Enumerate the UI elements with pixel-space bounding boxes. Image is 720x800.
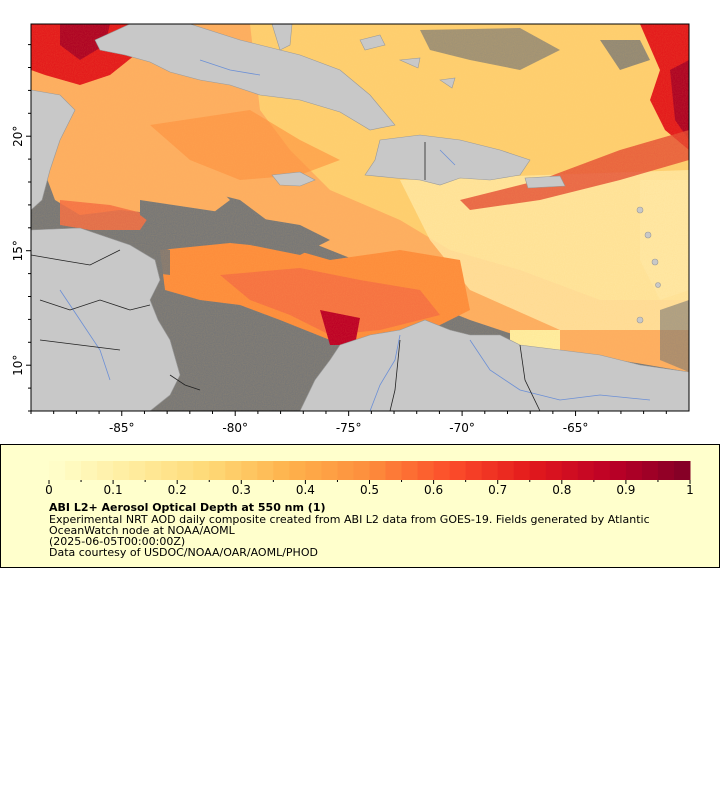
land-yucatan bbox=[31, 89, 76, 211]
colorbar-swatch bbox=[241, 461, 258, 480]
land-south-america bbox=[299, 319, 689, 411]
axis-ticks: -85° -80° -75° -70° -65° 20° 15° 10° bbox=[11, 44, 667, 435]
colorbar-swatch bbox=[401, 461, 419, 480]
colorbar-swatch bbox=[433, 461, 451, 480]
borders bbox=[31, 142, 541, 411]
colorbar-swatch bbox=[49, 461, 66, 480]
colorbar-tick-label: 0.4 bbox=[296, 483, 315, 497]
colorbar-swatch bbox=[273, 461, 290, 480]
colorbar-swatch bbox=[353, 461, 370, 480]
colorbar-swatch bbox=[545, 461, 563, 480]
colorbar-swatch bbox=[81, 461, 98, 480]
legend-panel: 0 0.1 0.2 0.3 0.4 0.5 0.6 0.7 0.8 0.9 1 ABI L2+ Ae… bbox=[0, 444, 720, 568]
colorbar: 0 0.1 0.2 0.3 0.4 0.5 0.6 0.7 0.8 0.9 1 bbox=[45, 461, 694, 497]
y-tick-label: 10° bbox=[11, 355, 25, 376]
colorbar-swatch bbox=[209, 461, 226, 480]
colorbar-tick-label: 0 bbox=[45, 483, 53, 497]
colorbar-tick-label: 0.1 bbox=[104, 483, 123, 497]
colorbar-swatch bbox=[641, 461, 659, 480]
x-tick-label: -75° bbox=[336, 421, 362, 435]
colorbar-tick-label: 0.8 bbox=[552, 483, 571, 497]
colorbar-swatch bbox=[577, 461, 595, 480]
y-tick-label: 15° bbox=[11, 240, 25, 261]
colorbar-swatch bbox=[321, 461, 338, 480]
colorbar-tick-label: 0.5 bbox=[360, 483, 379, 497]
colorbar-swatch bbox=[497, 461, 515, 480]
colorbar-swatch bbox=[513, 461, 531, 480]
land-puerto-rico bbox=[524, 175, 566, 189]
colorbar-swatch bbox=[465, 461, 483, 480]
land-hispaniola bbox=[364, 134, 531, 186]
x-tick-label: -85° bbox=[109, 421, 135, 435]
colorbar-swatch bbox=[529, 461, 547, 480]
colorbar-swatch bbox=[337, 461, 354, 480]
colorbar-swatch bbox=[225, 461, 242, 480]
colorbar-swatch bbox=[449, 461, 467, 480]
x-tick-label: -70° bbox=[449, 421, 475, 435]
land-florida bbox=[271, 24, 293, 51]
colorbar-swatch bbox=[657, 461, 675, 480]
colorbar-swatch bbox=[177, 461, 194, 480]
colorbar-swatch bbox=[193, 461, 210, 480]
colorbar-swatch bbox=[289, 461, 306, 480]
colorbar-tick-label: 1 bbox=[686, 483, 694, 497]
map-panel: -85° -80° -75° -70° -65° 20° 15° 10° bbox=[11, 23, 690, 435]
colorbar-tick-label: 0.2 bbox=[168, 483, 187, 497]
colorbar-swatch bbox=[113, 461, 130, 480]
colorbar-swatch bbox=[145, 461, 162, 480]
colorbar-swatch bbox=[481, 461, 499, 480]
colorbar-swatch bbox=[625, 461, 643, 480]
colorbar-tick-label: 0.3 bbox=[232, 483, 251, 497]
legend-date: (2025-06-05T00:00:00Z) bbox=[49, 535, 186, 548]
colorbar-swatch bbox=[561, 461, 579, 480]
legend-credit: Data courtesy of USDOC/NOAA/OAR/AOML/PHO… bbox=[49, 546, 318, 559]
land-cuba bbox=[94, 24, 396, 131]
land-central-america bbox=[31, 227, 181, 411]
y-tick-label: 20° bbox=[11, 126, 25, 147]
colorbar-tick-label: 0.7 bbox=[488, 483, 507, 497]
colorbar-swatch bbox=[385, 461, 403, 480]
colorbar-swatch bbox=[97, 461, 114, 480]
colorbar-swatch bbox=[305, 461, 322, 480]
colorbar-swatch bbox=[673, 461, 691, 480]
x-tick-label: -65° bbox=[563, 421, 589, 435]
colorbar-swatch bbox=[369, 461, 387, 480]
map-frame bbox=[30, 23, 690, 412]
x-tick-label: -80° bbox=[222, 421, 248, 435]
map-plot-area bbox=[31, 24, 689, 411]
colorbar-swatch bbox=[65, 461, 82, 480]
legend-title: ABI L2+ Aerosol Optical Depth at 550 nm … bbox=[49, 501, 326, 514]
land-jamaica bbox=[271, 171, 316, 187]
aod-map: -85° -80° -75° -70° -65° 20° 15° 10° bbox=[11, 23, 690, 435]
colorbar-tick-label: 0.6 bbox=[424, 483, 443, 497]
colorbar-swatch bbox=[417, 461, 435, 480]
legend-description: Experimental NRT AOD daily composite cre… bbox=[49, 513, 650, 537]
colorbar-swatch bbox=[257, 461, 274, 480]
colorbar-swatch bbox=[129, 461, 146, 480]
colorbar-tick-label: 0.9 bbox=[616, 483, 635, 497]
land bbox=[31, 24, 689, 411]
rivers bbox=[59, 59, 651, 411]
colorbar-swatch bbox=[593, 461, 611, 480]
colorbar-swatch bbox=[161, 461, 178, 480]
colorbar-swatch bbox=[609, 461, 627, 480]
